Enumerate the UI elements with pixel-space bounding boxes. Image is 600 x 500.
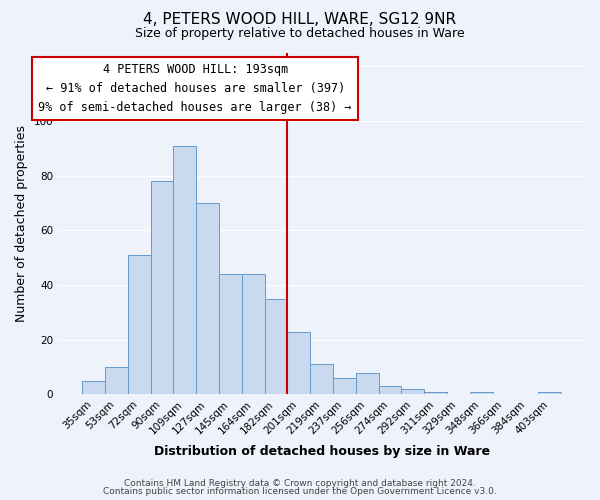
Y-axis label: Number of detached properties: Number of detached properties — [15, 125, 28, 322]
Bar — [219, 274, 242, 394]
Bar — [242, 274, 265, 394]
Bar — [538, 392, 561, 394]
Bar — [128, 255, 151, 394]
Text: Contains public sector information licensed under the Open Government Licence v3: Contains public sector information licen… — [103, 487, 497, 496]
Bar — [151, 181, 173, 394]
Bar — [173, 146, 196, 394]
Bar — [356, 372, 379, 394]
Bar — [310, 364, 333, 394]
Bar — [470, 392, 493, 394]
Bar — [196, 203, 219, 394]
Bar — [424, 392, 447, 394]
Text: Contains HM Land Registry data © Crown copyright and database right 2024.: Contains HM Land Registry data © Crown c… — [124, 478, 476, 488]
X-axis label: Distribution of detached houses by size in Ware: Distribution of detached houses by size … — [154, 444, 490, 458]
Bar — [265, 298, 287, 394]
Text: Size of property relative to detached houses in Ware: Size of property relative to detached ho… — [135, 28, 465, 40]
Bar — [82, 381, 105, 394]
Bar — [333, 378, 356, 394]
Bar — [401, 389, 424, 394]
Bar — [287, 332, 310, 394]
Bar — [379, 386, 401, 394]
Bar — [105, 367, 128, 394]
Text: 4, PETERS WOOD HILL, WARE, SG12 9NR: 4, PETERS WOOD HILL, WARE, SG12 9NR — [143, 12, 457, 28]
Text: 4 PETERS WOOD HILL: 193sqm
← 91% of detached houses are smaller (397)
9% of semi: 4 PETERS WOOD HILL: 193sqm ← 91% of deta… — [38, 63, 352, 114]
